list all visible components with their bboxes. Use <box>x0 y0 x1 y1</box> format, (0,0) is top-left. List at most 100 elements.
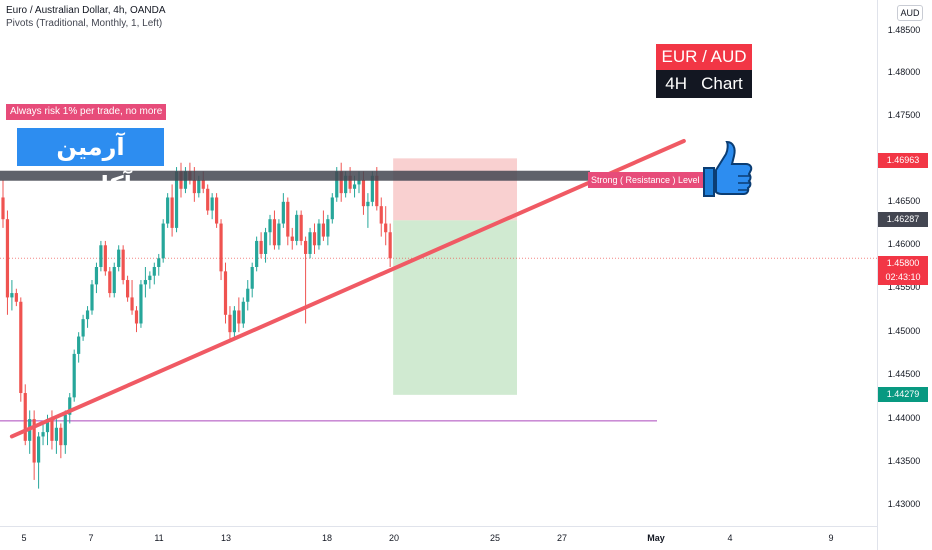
chart-header: Euro / Australian Dollar, 4h, OANDA Pivo… <box>6 4 166 30</box>
candle-body <box>103 245 107 272</box>
candle-body <box>388 232 392 259</box>
candle-body <box>108 271 112 294</box>
last-price-tag: 1.45800 02:43:10 <box>878 256 928 285</box>
candle-body <box>37 436 41 463</box>
candle-body <box>94 267 99 285</box>
candle-body <box>370 175 374 202</box>
candle-body <box>85 310 90 320</box>
candle-body <box>223 271 228 315</box>
candle-body <box>228 314 232 333</box>
risk-note-label[interactable]: Always risk 1% per trade, no more <box>6 104 167 120</box>
candle-body <box>312 232 317 246</box>
candle-body <box>166 197 170 224</box>
target-price-tag: 1.44279 <box>878 387 928 402</box>
candle-body <box>45 419 50 433</box>
candle-body <box>32 419 36 463</box>
candle-body <box>41 432 45 437</box>
candle-body <box>174 171 179 228</box>
candle-body <box>246 288 250 302</box>
candle-body <box>281 201 285 224</box>
candle-body <box>77 336 81 354</box>
candle-body <box>290 236 294 241</box>
x-tick: 5 <box>21 533 27 543</box>
x-tick: 27 <box>556 533 568 543</box>
pair-label[interactable]: EUR / AUD <box>656 44 752 70</box>
candle-body <box>384 223 388 233</box>
candle-body <box>299 214 303 241</box>
y-tick: 1.44500 <box>887 369 921 379</box>
symbol-title[interactable]: Euro / Australian Dollar, 4h, OANDA <box>6 5 166 16</box>
y-tick: 1.43000 <box>887 499 921 509</box>
resistance-price-tag: 1.46963 <box>878 153 928 168</box>
y-tick: 1.44000 <box>887 413 921 423</box>
y-tick: 1.43500 <box>887 456 921 466</box>
candle-body <box>219 223 223 272</box>
candle-body <box>148 275 152 281</box>
candle-body <box>210 197 214 211</box>
candle-body <box>112 267 116 294</box>
candle-body <box>237 310 241 324</box>
candle-body <box>317 223 321 246</box>
candle-body <box>308 232 312 254</box>
candle-body <box>321 223 325 237</box>
candle-body <box>99 245 103 267</box>
candle-body <box>335 171 339 198</box>
candle-body <box>344 175 348 194</box>
bar-countdown: 02:43:10 <box>885 272 921 282</box>
candle-body <box>1 197 5 220</box>
candle-body <box>326 219 330 237</box>
indicator-legend[interactable]: Pivots (Traditional, Monthly, 1, Left) <box>6 18 163 29</box>
candle-body <box>68 397 72 415</box>
candle-body <box>50 419 54 441</box>
x-tick: 11 <box>154 533 164 543</box>
candle-body <box>330 197 334 220</box>
brand-label[interactable]: آرمین آکادمی <box>17 128 164 199</box>
price-chart[interactable] <box>0 0 877 526</box>
take-profit-zone <box>393 220 517 395</box>
candle-body <box>352 184 357 189</box>
entry-price-tag: 1.46287 <box>878 212 928 227</box>
candle-body <box>134 310 139 324</box>
y-tick: 1.45500 <box>887 282 921 292</box>
candle-body <box>241 301 245 324</box>
timeframe-label[interactable]: 4H Chart <box>656 70 752 98</box>
candle-body <box>54 427 58 441</box>
currency-button[interactable]: AUD <box>897 5 923 21</box>
ascending-trendline <box>9 138 686 439</box>
candle-body <box>161 223 165 259</box>
stop-loss-zone <box>393 158 517 221</box>
resistance-band <box>0 170 590 181</box>
candle-body <box>366 201 370 207</box>
candle-body <box>268 219 272 233</box>
y-tick: 1.45000 <box>887 326 921 336</box>
y-tick: 1.48500 <box>887 25 921 35</box>
last-price-value: 1.45800 <box>886 258 920 268</box>
candle-body <box>272 219 277 246</box>
candle-body <box>215 197 219 224</box>
candle-body <box>23 393 27 441</box>
candle-body <box>130 297 134 311</box>
candle-body <box>201 180 205 189</box>
candle-body <box>63 414 67 446</box>
candle-body <box>375 175 379 207</box>
candle-body <box>379 206 383 224</box>
candle-body <box>197 180 201 194</box>
thumbs-up-icon[interactable] <box>698 140 754 205</box>
candle-body <box>277 223 281 246</box>
candle-body <box>304 240 308 254</box>
candle-body <box>143 280 147 285</box>
candle-body <box>250 267 254 289</box>
candle-body <box>348 175 352 189</box>
resistance-label[interactable]: Strong ( Resistance ) Level <box>588 172 703 188</box>
candle-body <box>295 214 299 241</box>
x-tick: 25 <box>489 533 501 543</box>
candle-body <box>192 180 196 194</box>
candle-body <box>206 188 210 211</box>
x-tick: 20 <box>388 533 400 543</box>
candle-body <box>259 240 263 254</box>
candle-body <box>19 301 23 394</box>
y-tick: 1.47500 <box>887 110 921 120</box>
candle-body <box>59 427 63 446</box>
candle-body <box>72 353 76 398</box>
candle-body <box>339 171 343 194</box>
